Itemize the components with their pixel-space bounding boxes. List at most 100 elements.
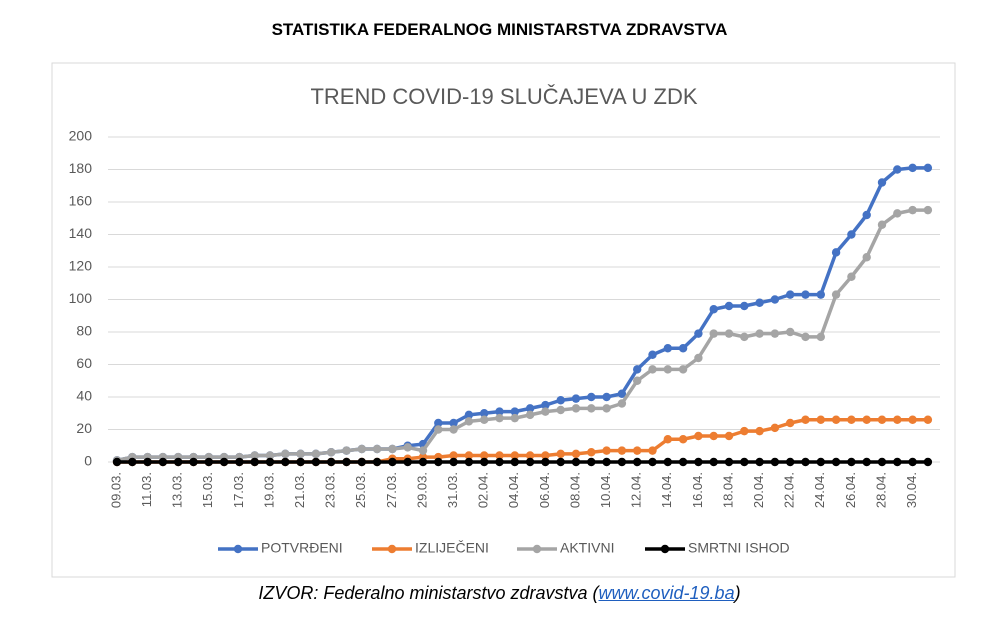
source-link[interactable]: www.covid-19.ba — [598, 583, 735, 603]
data-point — [342, 457, 351, 467]
data-point — [265, 451, 275, 460]
data-point — [801, 415, 810, 424]
legend-marker — [387, 544, 397, 554]
data-point — [801, 290, 810, 299]
x-tick-label: 20.04. — [751, 472, 766, 508]
x-tick-label: 26.04. — [843, 472, 858, 508]
data-point — [449, 451, 458, 460]
data-point — [480, 409, 489, 418]
data-point — [464, 417, 474, 426]
data-point — [143, 457, 152, 467]
data-point — [296, 457, 305, 467]
data-point — [923, 205, 933, 215]
data-point — [694, 353, 703, 363]
data-point — [663, 435, 672, 444]
data-point — [464, 457, 474, 467]
data-point — [923, 457, 933, 467]
data-point — [571, 457, 581, 467]
data-point — [862, 457, 871, 467]
data-point — [510, 457, 519, 467]
data-point — [250, 457, 259, 467]
y-tick-label: 120 — [69, 258, 93, 274]
data-point — [816, 457, 825, 467]
data-point — [786, 327, 795, 337]
data-point — [219, 457, 229, 467]
x-tick-label: 08.04. — [567, 472, 582, 508]
data-point — [724, 329, 734, 338]
source-prefix: IZVOR: Federalno ministarstvo zdravstva … — [258, 583, 599, 603]
x-tick-label: 31.03. — [445, 472, 460, 508]
x-tick-label: 28.04. — [873, 472, 888, 508]
legend-label: SMRTNI ISHOD — [688, 540, 790, 556]
data-point — [694, 457, 703, 467]
data-point — [633, 376, 642, 385]
x-tick-label: 10.04. — [598, 472, 613, 508]
x-tick-label: 16.04. — [690, 472, 705, 508]
data-point — [831, 457, 841, 467]
data-point — [847, 457, 856, 467]
x-tick-label: 30.04. — [904, 472, 919, 508]
data-point — [541, 457, 550, 467]
x-tick-label: 22.04. — [782, 472, 797, 508]
data-point — [709, 329, 718, 338]
data-point — [770, 423, 780, 433]
data-point — [908, 205, 917, 215]
y-tick-label: 20 — [76, 420, 92, 436]
y-tick-label: 80 — [76, 323, 92, 339]
data-point — [770, 457, 780, 467]
data-point — [495, 457, 504, 467]
data-point — [678, 365, 688, 374]
x-tick-label: 19.03. — [261, 472, 276, 508]
data-point — [893, 457, 902, 467]
x-tick-label: 04.04. — [506, 472, 521, 508]
data-point — [388, 444, 397, 454]
legend-label: POTVRĐENI — [261, 540, 343, 556]
data-point — [174, 457, 183, 467]
legend-marker — [233, 544, 243, 554]
data-point — [724, 301, 734, 311]
source-suffix: ) — [734, 583, 741, 603]
data-point — [831, 415, 841, 424]
data-point — [495, 413, 504, 423]
data-point — [862, 253, 871, 262]
data-point — [510, 407, 519, 416]
x-tick-label: 09.03. — [108, 472, 123, 508]
data-point — [265, 457, 275, 467]
y-tick-label: 100 — [69, 290, 93, 306]
data-point — [740, 301, 749, 311]
y-tick-label: 180 — [69, 160, 93, 176]
data-point — [449, 425, 458, 434]
data-point — [755, 298, 764, 307]
data-point — [541, 451, 550, 460]
data-point — [327, 448, 336, 457]
data-point — [296, 449, 305, 459]
x-tick-label: 17.03. — [231, 472, 246, 508]
y-tick-label: 160 — [69, 193, 93, 209]
data-point — [648, 446, 657, 455]
data-point — [372, 457, 382, 467]
data-point — [678, 435, 688, 444]
data-point — [602, 446, 611, 455]
data-point — [663, 457, 672, 467]
x-tick-label: 24.04. — [812, 472, 827, 508]
data-point — [862, 415, 871, 424]
data-point — [678, 457, 688, 467]
data-point — [495, 407, 504, 416]
data-point — [525, 451, 535, 460]
data-point — [908, 415, 917, 424]
data-point — [633, 457, 642, 467]
data-point — [418, 446, 428, 455]
data-point — [740, 457, 749, 467]
data-point — [801, 457, 810, 467]
data-point — [633, 446, 642, 455]
data-point — [449, 418, 458, 428]
data-point — [418, 457, 428, 467]
x-tick-label: 21.03. — [292, 472, 307, 508]
data-point — [709, 305, 718, 314]
data-point — [786, 457, 795, 467]
data-point — [449, 457, 458, 467]
data-point — [617, 446, 627, 455]
data-point — [525, 410, 535, 420]
x-tick-label: 23.03. — [323, 472, 338, 508]
